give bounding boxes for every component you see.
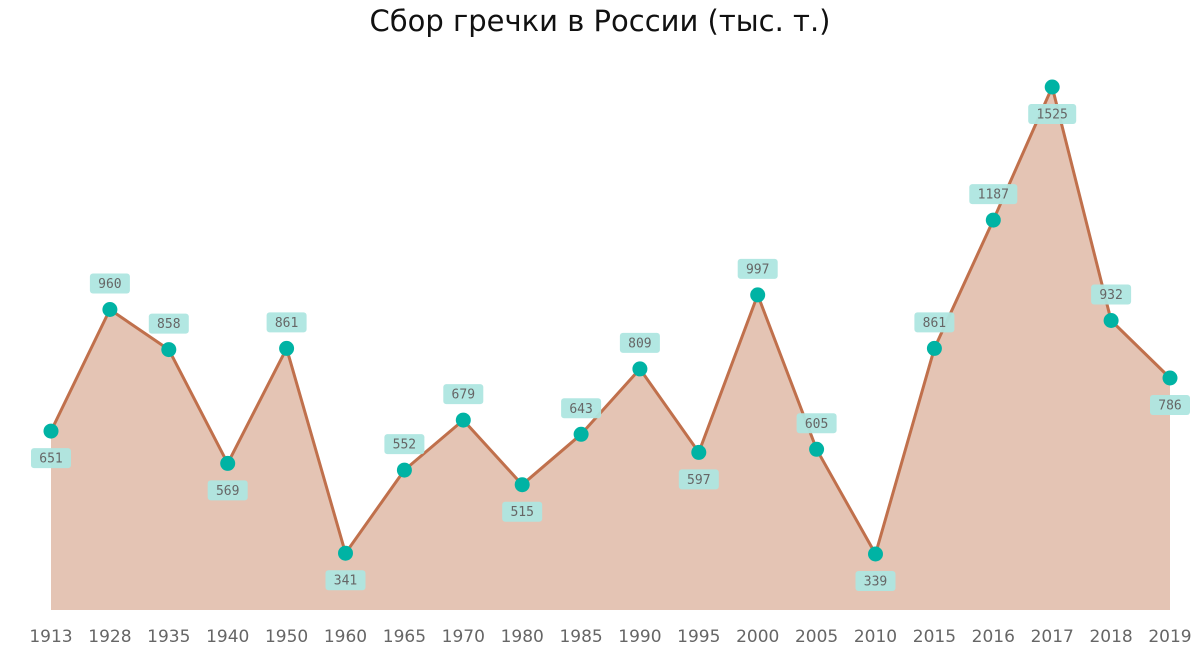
data-label: 1187 xyxy=(978,188,1009,203)
data-label-box xyxy=(31,448,71,469)
x-tick-label: 1990 xyxy=(618,627,661,647)
x-tick-label: 1960 xyxy=(324,627,367,647)
data-point-marker[interactable] xyxy=(220,455,236,471)
x-tick-label: 2015 xyxy=(913,627,956,647)
data-point-marker[interactable] xyxy=(750,287,766,303)
data-label-box xyxy=(1150,395,1190,415)
x-tick-label: 2017 xyxy=(1031,627,1074,647)
x-tick-label: 1950 xyxy=(265,627,308,647)
data-label-box xyxy=(737,258,778,279)
data-label-box xyxy=(1028,104,1077,124)
x-tick-label: 2010 xyxy=(854,627,897,647)
data-label: 932 xyxy=(1099,288,1122,303)
x-tick-label: 1995 xyxy=(677,627,720,647)
data-label-box xyxy=(969,184,1018,205)
data-point-marker[interactable] xyxy=(338,545,353,561)
data-point-marker[interactable] xyxy=(396,462,412,478)
data-point-marker[interactable] xyxy=(868,546,883,562)
data-label: 605 xyxy=(805,417,828,432)
data-label-box xyxy=(502,501,543,522)
data-label-box xyxy=(266,312,307,333)
data-label: 809 xyxy=(628,336,651,351)
data-label-box xyxy=(678,469,719,490)
data-label: 861 xyxy=(275,316,298,331)
data-label: 339 xyxy=(864,575,887,590)
data-label-box xyxy=(855,571,896,591)
data-label-box xyxy=(561,398,602,419)
data-point-marker[interactable] xyxy=(691,444,707,460)
data-label-box xyxy=(384,434,425,455)
data-point-marker[interactable] xyxy=(1103,313,1119,328)
data-label: 997 xyxy=(746,262,769,277)
data-markers xyxy=(43,79,1178,562)
x-tick-label: 2019 xyxy=(1148,627,1191,647)
x-tick-label: 1940 xyxy=(206,627,249,647)
data-label: 960 xyxy=(98,277,121,292)
data-label-box xyxy=(325,570,366,591)
data-point-marker[interactable] xyxy=(809,441,825,457)
data-label-box xyxy=(1091,284,1132,305)
data-label: 786 xyxy=(1158,399,1181,414)
data-label: 861 xyxy=(923,316,946,331)
data-label-box xyxy=(148,313,189,334)
x-axis: 1913 1928 1935 1940 1950 1960 1965 1970 1980 1985… xyxy=(29,627,1191,647)
data-point-marker[interactable] xyxy=(279,340,295,356)
data-label: 643 xyxy=(569,402,592,417)
data-label: 552 xyxy=(393,438,416,453)
x-tick-label: 1980 xyxy=(501,627,544,647)
x-tick-label: 2016 xyxy=(972,627,1015,647)
data-point-marker[interactable] xyxy=(985,212,1001,228)
data-label: 341 xyxy=(334,574,357,589)
x-tick-label: 1928 xyxy=(88,627,131,647)
area-fill xyxy=(51,87,1170,610)
data-label-box xyxy=(207,480,248,501)
data-point-marker[interactable] xyxy=(43,423,59,439)
data-label-box xyxy=(796,413,837,434)
data-label: 651 xyxy=(39,452,62,467)
data-point-marker[interactable] xyxy=(1044,79,1060,95)
data-label-box xyxy=(89,273,130,294)
data-label: 679 xyxy=(452,388,475,403)
data-label: 597 xyxy=(687,473,710,488)
data-point-marker[interactable] xyxy=(102,302,118,317)
x-tick-label: 1935 xyxy=(147,627,190,647)
data-point-marker[interactable] xyxy=(455,412,471,428)
x-tick-label: 2018 xyxy=(1089,627,1132,647)
data-label: 569 xyxy=(216,484,239,499)
x-tick-label: 1913 xyxy=(29,627,72,647)
data-label: 515 xyxy=(510,505,533,520)
x-tick-label: 1985 xyxy=(559,627,602,647)
x-tick-label: 1970 xyxy=(442,627,485,647)
x-tick-label: 1965 xyxy=(383,627,426,647)
data-point-marker[interactable] xyxy=(573,426,589,442)
x-tick-label: 2005 xyxy=(795,627,838,647)
data-label: 858 xyxy=(157,317,180,332)
x-tick-label: 2000 xyxy=(736,627,779,647)
data-label: 1525 xyxy=(1037,108,1068,123)
data-point-marker[interactable] xyxy=(514,477,530,493)
data-point-marker[interactable] xyxy=(926,340,942,356)
data-label-box xyxy=(914,312,955,333)
data-point-marker[interactable] xyxy=(161,342,177,358)
data-label-box xyxy=(443,384,484,405)
data-point-marker[interactable] xyxy=(1162,370,1178,386)
chart-title: Сбор гречки в России (тыс. т.) xyxy=(369,4,831,38)
data-point-marker[interactable] xyxy=(632,361,648,377)
data-label-box xyxy=(619,332,660,353)
data-labels: 651 960 858 569 861 341 552 679 515 643 809 597 997 6… xyxy=(31,104,1190,591)
series-line xyxy=(49,85,1172,556)
